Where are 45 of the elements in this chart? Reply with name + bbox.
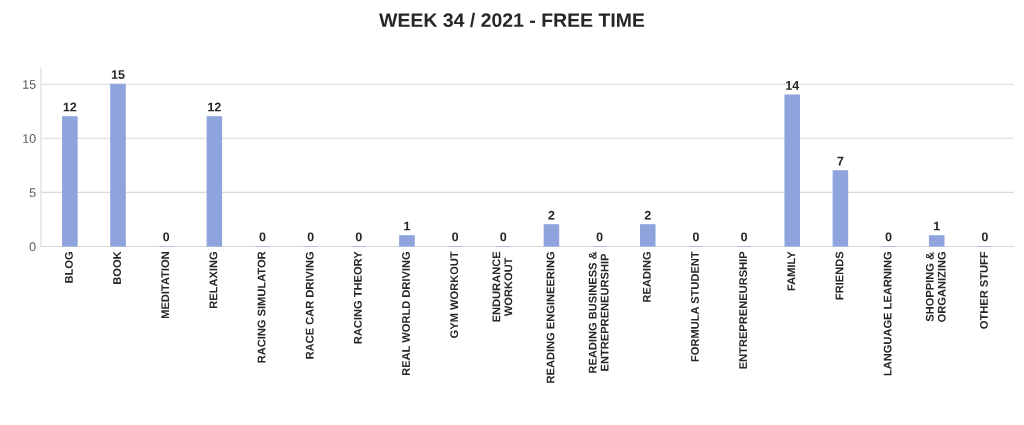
x-tick-label: RACE CAR DRIVING (305, 252, 314, 359)
data-label: 0 (307, 232, 314, 242)
x-tick-label: FORMULA STUDENT (691, 251, 699, 362)
x-tick-label: RACING SIMULATOR (257, 251, 266, 363)
data-label: 0 (981, 232, 988, 242)
x-tick-label: SHOPPING & ORGANIZING (925, 252, 946, 322)
x-tick-label: ENDURANCE WORKOUT (492, 251, 513, 322)
x-tick-label: OTHER STUFF (979, 251, 988, 329)
x-tick-label: READING ENGINEERING (546, 252, 555, 383)
data-label: 0 (163, 232, 170, 242)
data-label: 0 (452, 232, 459, 242)
data-label: 0 (355, 232, 362, 242)
x-tick-label: GYM WORKOUT (450, 251, 459, 338)
data-label: 12 (208, 102, 221, 112)
x-tick-label: BOOK (113, 251, 121, 284)
x-tick-label: LANGUAGE LEARNING (883, 252, 892, 376)
data-label: 7 (837, 156, 844, 166)
data-label: 1 (404, 221, 411, 231)
x-tick-label: BLOG (64, 252, 73, 283)
data-label: 0 (885, 232, 892, 242)
data-label: 15 (111, 70, 125, 79)
data-label: 0 (259, 232, 266, 242)
data-label: 14 (786, 81, 800, 90)
x-tick-label: READING BUSINESS & ENTREPRENEURSHIP (588, 251, 609, 373)
y-tick-label: 0 (29, 242, 36, 252)
chart-title: WEEK 34 / 2021 - FREE TIME (379, 12, 645, 28)
x-tick-label: ENTREPRENEURSHIP (739, 251, 748, 369)
x-tick-label: FRIENDS (835, 251, 844, 300)
data-label: 1 (934, 221, 940, 231)
y-tick-label: 5 (29, 188, 36, 198)
x-tick-label: FAMILY (787, 251, 796, 291)
data-label: 2 (644, 210, 651, 220)
data-label: 12 (63, 102, 77, 112)
x-tick-label: RACING THEORY (353, 251, 362, 344)
y-tick-label: 10 (23, 134, 36, 143)
x-tick-label: READING (642, 252, 651, 302)
x-tick-label: REAL WORLD DRIVING (402, 252, 410, 376)
data-label: 0 (692, 232, 699, 242)
y-tick-label: 15 (23, 80, 36, 89)
data-label: 0 (596, 232, 603, 242)
x-tick-label: MEDITATION (161, 252, 170, 319)
data-label: 0 (500, 232, 507, 242)
data-label: 2 (548, 210, 555, 220)
data-label: 0 (741, 232, 748, 242)
x-tick-label: RELAXING (209, 252, 218, 309)
